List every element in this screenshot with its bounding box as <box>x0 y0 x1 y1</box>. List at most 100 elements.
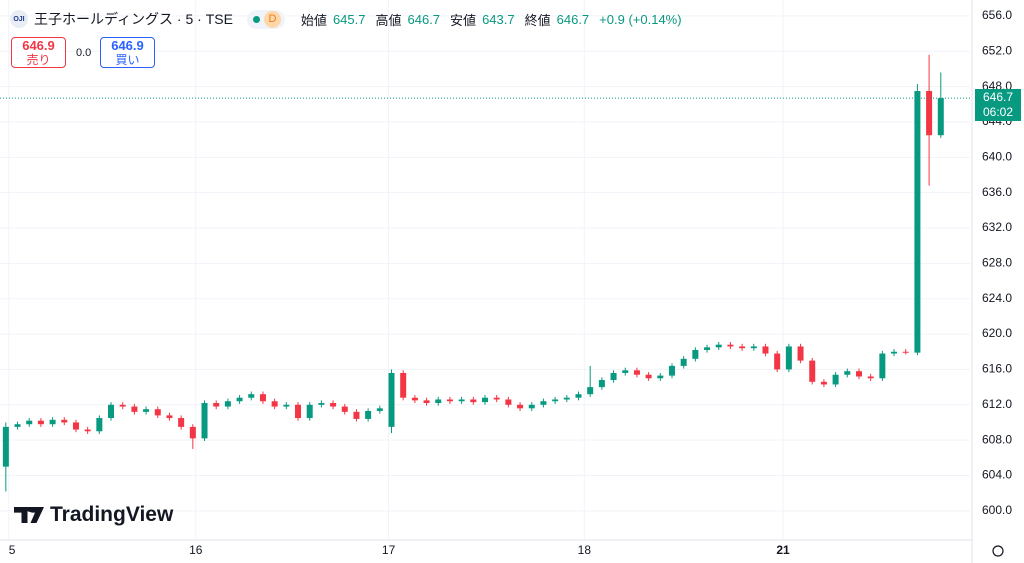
candle-body <box>657 375 664 379</box>
buy-price: 646.9 <box>111 38 144 53</box>
y-tick-label: 632.0 <box>982 220 1012 234</box>
x-tick-label: 5 <box>9 543 16 557</box>
candle-body <box>388 372 395 427</box>
candle-body <box>610 372 617 381</box>
candle-body <box>704 347 711 350</box>
candle-body <box>645 374 652 379</box>
candle-body <box>14 424 21 427</box>
candle-body <box>376 408 383 411</box>
candle-body <box>271 401 278 407</box>
candle-body <box>259 394 266 402</box>
ohlc-key: 安値 <box>450 12 477 28</box>
brand[interactable]: TradingView <box>14 503 173 527</box>
candle-body <box>727 344 734 347</box>
candle-body <box>201 403 208 439</box>
candle-body <box>37 420 44 425</box>
symbol-title[interactable]: 王子ホールディングス · 5 · TSE <box>34 11 233 27</box>
candle-body <box>400 372 407 398</box>
candle-body <box>283 404 290 407</box>
candle-body <box>470 399 477 403</box>
candle-body <box>926 91 933 136</box>
brand-mark <box>14 507 44 523</box>
candle-body <box>458 399 465 402</box>
y-tick-label: 620.0 <box>982 326 1012 340</box>
candle-body <box>517 404 524 409</box>
candle-body <box>166 415 173 419</box>
spread: 0.0 <box>76 47 92 59</box>
x-tick-label: 17 <box>382 543 396 557</box>
candle-body <box>820 381 827 385</box>
status-dot <box>252 15 260 23</box>
y-tick-label: 600.0 <box>982 503 1012 517</box>
ohlc-value: 646.7 <box>407 11 441 27</box>
candle-body <box>318 403 325 405</box>
candle-body <box>435 399 442 404</box>
candle-body <box>330 403 337 407</box>
delayed-badge: D <box>263 10 281 28</box>
candle-body <box>832 374 839 385</box>
candle-body <box>108 404 115 419</box>
candle-body <box>295 404 302 419</box>
ohlc-value: 645.7 <box>332 11 366 27</box>
candle-body <box>96 418 103 432</box>
x-tick-label: 16 <box>189 543 203 557</box>
candle-body <box>178 418 185 427</box>
candle-body <box>575 394 582 398</box>
ohlc-value: 646.7 <box>556 11 590 27</box>
last-price: 646.7 <box>982 90 1014 105</box>
candle-body <box>306 404 313 419</box>
candle-body <box>587 387 594 395</box>
sell-price: 646.9 <box>22 38 55 53</box>
candle-body <box>411 397 418 401</box>
candle-body <box>72 422 79 430</box>
y-tick-label: 608.0 <box>982 432 1012 446</box>
candle-body <box>493 397 500 400</box>
candle-body <box>213 403 220 407</box>
candle-body <box>844 371 851 375</box>
candle-body <box>855 371 862 377</box>
candle-body <box>750 346 757 349</box>
y-tick-label: 604.0 <box>982 468 1012 482</box>
candle-body <box>598 380 605 388</box>
status-pill[interactable]: D <box>246 9 285 29</box>
header: OJI 王子ホールディングス · 5 · TSE D 始値 645.7 高値 646… <box>10 9 686 29</box>
candle-body <box>622 370 629 373</box>
ohlc-key: 始値 <box>300 12 327 28</box>
candle-body <box>762 346 769 354</box>
candle-body <box>902 351 909 353</box>
symbol-logo: OJI <box>10 10 28 28</box>
candle-body <box>189 426 196 439</box>
candle-body <box>563 397 570 400</box>
candle-body <box>739 346 746 349</box>
x-tick-label: 21 <box>776 543 790 557</box>
candle-body <box>505 399 512 405</box>
candle-body <box>879 353 886 379</box>
sell-label: 売り <box>26 53 51 67</box>
candle-body <box>633 370 640 375</box>
y-tick-label: 656.0 <box>982 8 1012 22</box>
candle-body <box>867 376 874 379</box>
settings-icon[interactable] <box>992 545 1004 557</box>
candle-body <box>119 404 126 407</box>
candle-body <box>26 420 33 425</box>
buy-button[interactable]: 646.9 買い <box>100 37 155 68</box>
candle-body <box>692 349 699 359</box>
ohlc-value: 643.7 <box>482 11 515 27</box>
candle-body <box>131 406 138 412</box>
candle-body <box>528 404 535 409</box>
x-tick-label: 18 <box>578 543 592 557</box>
candle-body <box>552 399 559 402</box>
sell-button[interactable]: 646.9 売り <box>11 37 66 68</box>
candle-body <box>423 400 430 404</box>
candle-body <box>154 409 161 416</box>
last-price-label: 646.7 06:02 <box>975 89 1021 122</box>
candle-body <box>797 346 804 361</box>
change: +0.9 (+0.14%) <box>599 11 682 27</box>
candle-body <box>341 406 348 412</box>
candle-body <box>61 419 68 423</box>
candle-body <box>891 351 898 354</box>
y-tick-label: 624.0 <box>982 291 1012 305</box>
candle-body <box>2 426 9 467</box>
